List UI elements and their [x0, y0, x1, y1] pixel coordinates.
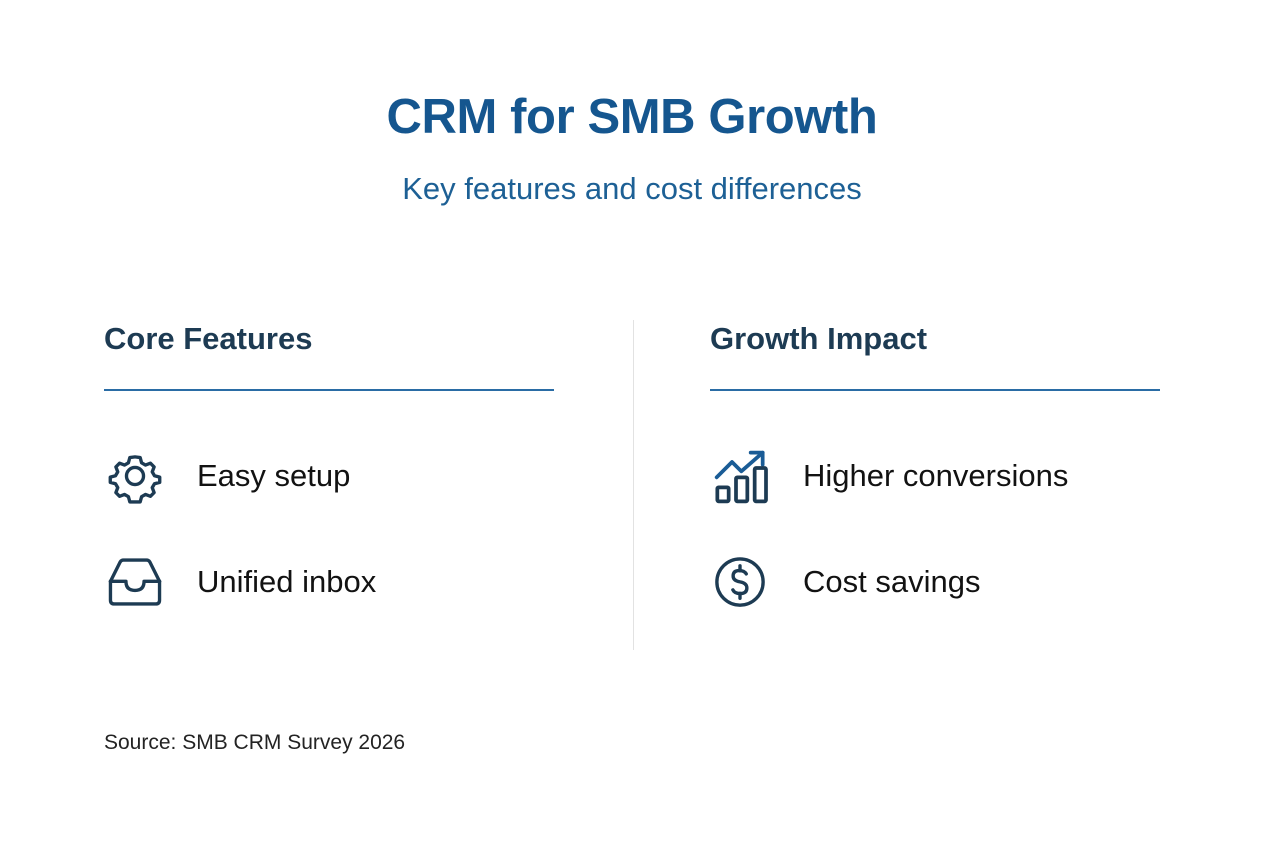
bar-chart-trend-up-icon [710, 443, 776, 509]
header: CRM for SMB Growth Key features and cost… [0, 0, 1264, 207]
column-divider [633, 320, 634, 650]
list-item-label: Higher conversions [803, 458, 1069, 494]
source-note: Source: SMB CRM Survey 2026 [104, 731, 406, 754]
list-item[interactable]: Easy setup [104, 437, 554, 515]
list-item-label: Easy setup [197, 458, 351, 494]
column-heading-growth-impact: Growth Impact [710, 321, 928, 356]
gear-icon [104, 443, 170, 509]
item-list-growth-impact: Higher conversions Cost savings [710, 437, 1160, 621]
column-rule-left [104, 389, 554, 392]
dollar-circle-icon [710, 549, 776, 615]
item-list-core-features: Easy setup Unified inbox [104, 437, 554, 621]
list-item-label: Unified inbox [197, 564, 377, 600]
list-item-label: Cost savings [803, 564, 981, 600]
page-subtitle: Key features and cost differences [402, 171, 862, 207]
column-rule-right [710, 389, 1160, 392]
column-heading-core-features: Core Features [104, 321, 313, 356]
column-growth-impact: Growth Impact [710, 321, 1160, 621]
inbox-icon [104, 549, 170, 615]
columns-container: Core Features Easy setup [104, 321, 1160, 621]
page-title: CRM for SMB Growth [386, 90, 878, 144]
list-item[interactable]: Higher conversions [710, 437, 1160, 515]
list-item[interactable]: Unified inbox [104, 543, 554, 621]
list-item[interactable]: Cost savings [710, 543, 1160, 621]
column-core-features: Core Features Easy setup [104, 321, 554, 621]
